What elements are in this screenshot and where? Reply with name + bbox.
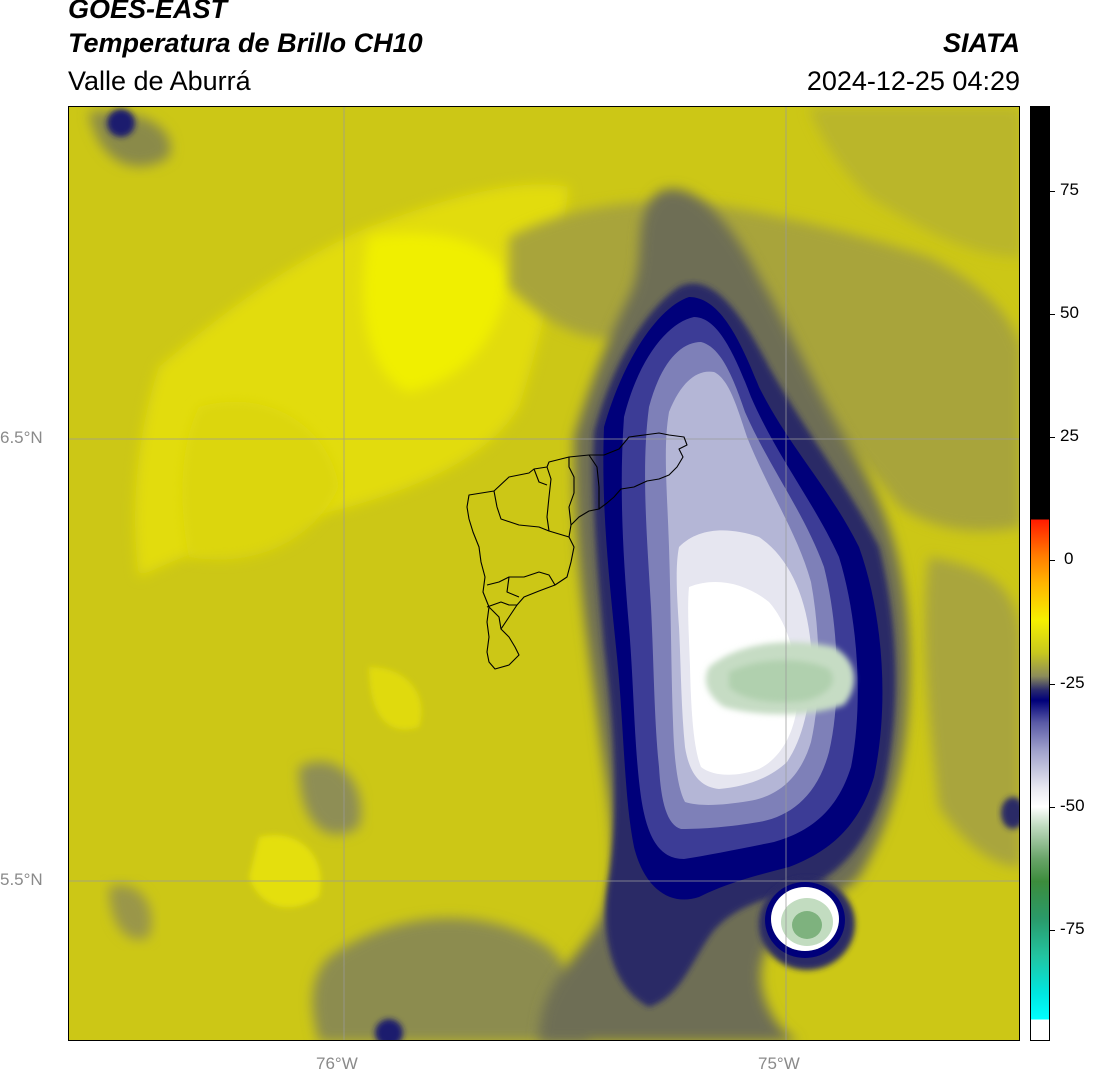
colorbar-tick — [1050, 684, 1055, 685]
colorbar-tick — [1050, 191, 1055, 192]
colorbar-label-75: 75 — [1060, 180, 1079, 199]
colorbar-label-neg25: -25 — [1060, 673, 1085, 692]
map-gridlines — [69, 107, 1019, 1040]
colorbar-label-neg50: -50 — [1060, 796, 1085, 815]
timestamp-label: 2024-12-25 04:29 — [806, 66, 1020, 96]
colorbar-label-neg75: -75 — [1060, 919, 1085, 938]
colorbar-tick — [1050, 437, 1055, 438]
agency-label: SIATA — [943, 28, 1020, 58]
colorbar-label-0: 0 — [1064, 549, 1074, 568]
product-title: GOES-EAST — [68, 0, 228, 24]
colorbar-tick — [1050, 314, 1055, 315]
colorbar-tick — [1050, 930, 1055, 931]
map-panel[interactable] — [68, 106, 1020, 1041]
lon-label-75w: 75°W — [758, 1054, 800, 1073]
region-label: Valle de Aburrá — [68, 66, 251, 96]
colorbar-label-50: 50 — [1060, 303, 1079, 322]
colorbar-label-25: 25 — [1060, 426, 1079, 445]
municipality-boundaries — [466, 432, 688, 670]
colorbar — [1030, 106, 1050, 1041]
lon-label-76w: 76°W — [316, 1054, 358, 1073]
colorbar-tick — [1050, 807, 1055, 808]
colorbar-tick — [1050, 560, 1055, 561]
lat-label-5-5n: 5.5°N — [0, 870, 43, 889]
lat-label-6-5n: 6.5°N — [0, 428, 43, 447]
channel-title: Temperatura de Brillo CH10 — [68, 28, 423, 58]
